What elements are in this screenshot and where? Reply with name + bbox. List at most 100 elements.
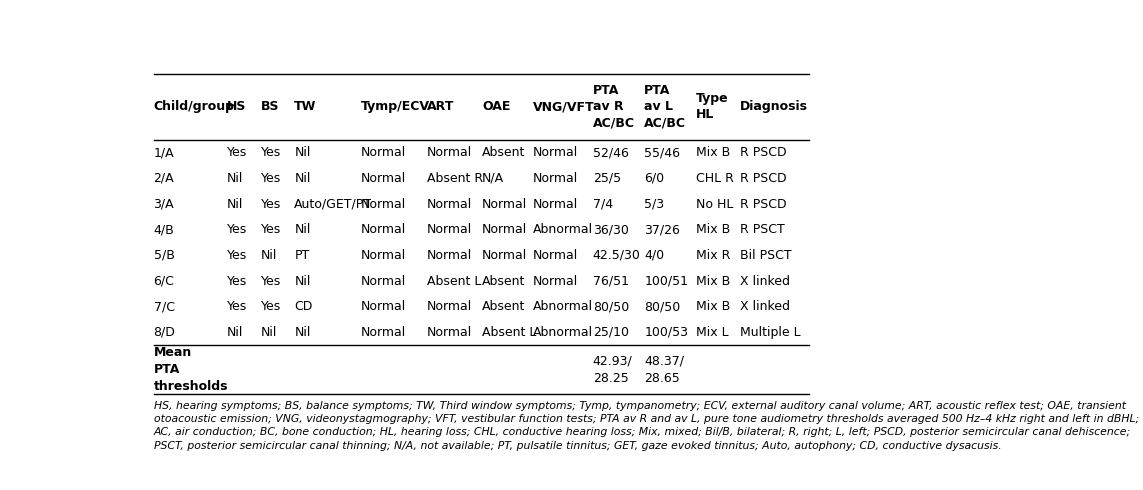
Text: 37/26: 37/26 — [645, 223, 680, 236]
Text: HS: HS — [227, 100, 247, 113]
Text: 42.5/30: 42.5/30 — [593, 249, 641, 262]
Text: Normal: Normal — [482, 197, 527, 211]
Text: Absent L: Absent L — [482, 326, 536, 339]
Text: Absent R: Absent R — [427, 172, 483, 185]
Text: Mix R: Mix R — [696, 249, 730, 262]
Text: Multiple L: Multiple L — [740, 326, 800, 339]
Text: Nil: Nil — [227, 326, 243, 339]
Text: 76/51: 76/51 — [593, 274, 629, 288]
Text: R PSCT: R PSCT — [740, 223, 785, 236]
Text: R PSCD: R PSCD — [740, 197, 786, 211]
Text: 25/10: 25/10 — [593, 326, 629, 339]
Text: PT: PT — [295, 249, 310, 262]
Text: 42.93/
28.25: 42.93/ 28.25 — [593, 355, 632, 385]
Text: R PSCD: R PSCD — [740, 172, 786, 185]
Text: Yes: Yes — [261, 172, 281, 185]
Text: Yes: Yes — [261, 146, 281, 159]
Text: Yes: Yes — [227, 300, 247, 313]
Text: Absent: Absent — [482, 300, 526, 313]
Text: 6/0: 6/0 — [645, 172, 664, 185]
Text: Normal: Normal — [361, 326, 406, 339]
Text: Mix B: Mix B — [696, 146, 730, 159]
Text: Type
HL: Type HL — [696, 93, 728, 122]
Text: Normal: Normal — [533, 197, 578, 211]
Text: Normal: Normal — [361, 172, 406, 185]
Text: PTA
av R
AC/BC: PTA av R AC/BC — [593, 84, 634, 129]
Text: 3/A: 3/A — [153, 197, 174, 211]
Text: Mix B: Mix B — [696, 300, 730, 313]
Text: Nil: Nil — [295, 146, 311, 159]
Text: Yes: Yes — [227, 146, 247, 159]
Text: HS, hearing symptoms; BS, balance symptoms; TW, Third window symptoms; Tymp, tym: HS, hearing symptoms; BS, balance sympto… — [153, 401, 1138, 451]
Text: Mix B: Mix B — [696, 223, 730, 236]
Text: X linked: X linked — [740, 300, 790, 313]
Text: Auto/GET/PT: Auto/GET/PT — [295, 197, 373, 211]
Text: CD: CD — [295, 300, 313, 313]
Text: Normal: Normal — [427, 223, 472, 236]
Text: OAE: OAE — [482, 100, 511, 113]
Text: VNG/VFT: VNG/VFT — [533, 100, 594, 113]
Text: 80/50: 80/50 — [593, 300, 629, 313]
Text: Mean
PTA
thresholds: Mean PTA thresholds — [153, 346, 227, 393]
Text: Nil: Nil — [295, 274, 311, 288]
Text: Normal: Normal — [427, 249, 472, 262]
Text: 48.37/
28.65: 48.37/ 28.65 — [645, 355, 685, 385]
Text: Yes: Yes — [261, 300, 281, 313]
Text: Nil: Nil — [295, 326, 311, 339]
Text: Normal: Normal — [482, 249, 527, 262]
Text: 5/3: 5/3 — [645, 197, 664, 211]
Text: Abnormal: Abnormal — [533, 300, 593, 313]
Text: Normal: Normal — [361, 197, 406, 211]
Text: Abnormal: Abnormal — [533, 223, 593, 236]
Text: 7/C: 7/C — [153, 300, 175, 313]
Text: Nil: Nil — [227, 172, 243, 185]
Text: No HL: No HL — [696, 197, 733, 211]
Text: Diagnosis: Diagnosis — [740, 100, 808, 113]
Text: Normal: Normal — [533, 146, 578, 159]
Text: 5/B: 5/B — [153, 249, 175, 262]
Text: Normal: Normal — [361, 249, 406, 262]
Text: 1/A: 1/A — [153, 146, 174, 159]
Text: Normal: Normal — [361, 223, 406, 236]
Text: Normal: Normal — [482, 223, 527, 236]
Text: 6/C: 6/C — [153, 274, 175, 288]
Text: Normal: Normal — [427, 146, 472, 159]
Text: 4/0: 4/0 — [645, 249, 664, 262]
Text: Yes: Yes — [261, 197, 281, 211]
Text: Nil: Nil — [261, 326, 277, 339]
Text: ART: ART — [427, 100, 455, 113]
Text: 8/D: 8/D — [153, 326, 175, 339]
Text: Normal: Normal — [427, 326, 472, 339]
Text: Mix L: Mix L — [696, 326, 728, 339]
Text: Yes: Yes — [227, 223, 247, 236]
Text: 100/53: 100/53 — [645, 326, 688, 339]
Text: Normal: Normal — [427, 197, 472, 211]
Text: 25/5: 25/5 — [593, 172, 621, 185]
Text: Normal: Normal — [427, 300, 472, 313]
Text: Nil: Nil — [261, 249, 277, 262]
Text: Nil: Nil — [295, 223, 311, 236]
Text: TW: TW — [295, 100, 317, 113]
Text: Abnormal: Abnormal — [533, 326, 593, 339]
Text: N/A: N/A — [482, 172, 504, 185]
Text: 80/50: 80/50 — [645, 300, 680, 313]
Text: Absent L: Absent L — [427, 274, 481, 288]
Text: Bil PSCT: Bil PSCT — [740, 249, 792, 262]
Text: Absent: Absent — [482, 146, 526, 159]
Text: Absent: Absent — [482, 274, 526, 288]
Text: 2/A: 2/A — [153, 172, 174, 185]
Text: Nil: Nil — [295, 172, 311, 185]
Text: Nil: Nil — [227, 197, 243, 211]
Text: Yes: Yes — [261, 223, 281, 236]
Text: PTA
av L
AC/BC: PTA av L AC/BC — [645, 84, 686, 129]
Text: CHL R: CHL R — [696, 172, 734, 185]
Text: Child/group: Child/group — [153, 100, 234, 113]
Text: R PSCD: R PSCD — [740, 146, 786, 159]
Text: Normal: Normal — [361, 300, 406, 313]
Text: 52/46: 52/46 — [593, 146, 629, 159]
Text: Normal: Normal — [533, 172, 578, 185]
Text: Normal: Normal — [533, 249, 578, 262]
Text: 36/30: 36/30 — [593, 223, 629, 236]
Text: Yes: Yes — [227, 249, 247, 262]
Text: 4/B: 4/B — [153, 223, 174, 236]
